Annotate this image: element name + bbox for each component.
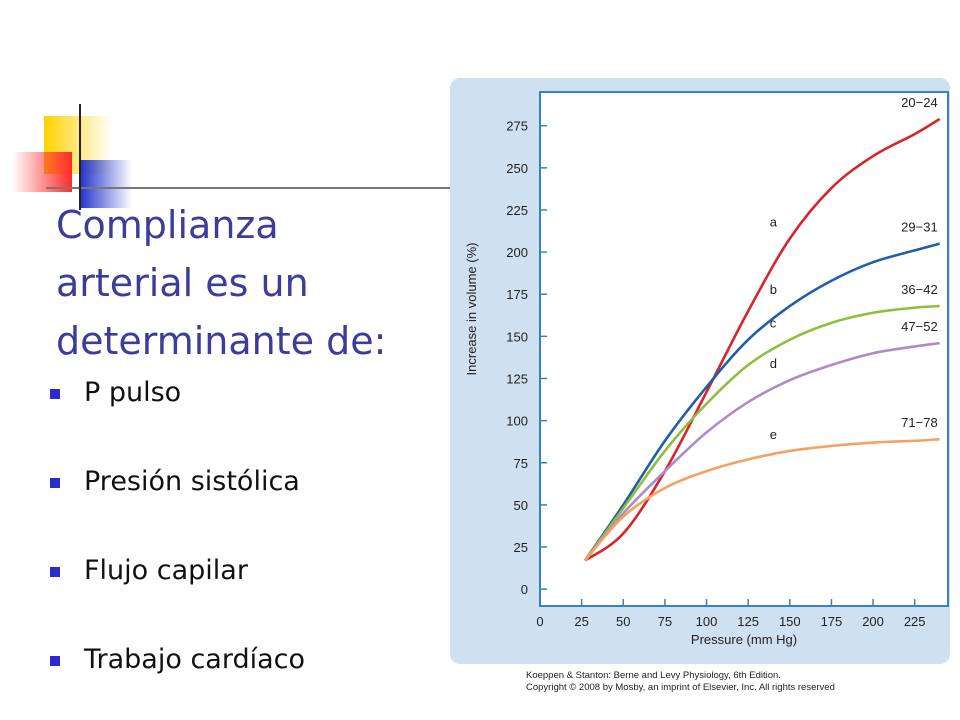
y-tick-label: 225: [506, 203, 528, 218]
x-tick-label: 25: [574, 614, 588, 629]
bullet: [50, 389, 60, 399]
bullet-text: P pulso: [84, 377, 181, 408]
series-line: [583, 304, 940, 562]
x-tick-label: 225: [904, 614, 926, 629]
credit: Koeppen & Stanton: Berne and Levy Physio…: [526, 670, 781, 681]
bullet-text: Trabajo cardíaco: [83, 644, 305, 675]
y-tick-label: 250: [506, 161, 528, 176]
x-tick-label: 125: [737, 614, 759, 629]
y-tick-label: 175: [506, 287, 528, 302]
y-tick-label: 150: [506, 329, 528, 344]
y-tick-label: 275: [506, 119, 528, 134]
x-tick-label: 100: [696, 614, 718, 629]
x-tick-label: 50: [616, 614, 630, 629]
credit: Copyright © 2008 by Mosby, an imprint of…: [526, 682, 835, 693]
y-tick-label: 100: [506, 414, 528, 429]
y-tick-label: 25: [514, 540, 528, 555]
x-tick-label: 150: [779, 614, 801, 629]
y-axis-label: Increase in volume (%): [464, 243, 479, 376]
y-tick-label: 200: [506, 245, 528, 260]
y-tick-label: 50: [514, 498, 528, 513]
x-axis-label: Pressure (mm Hg): [691, 632, 797, 647]
series-name: e: [770, 427, 777, 442]
slide-title: determinante de:: [56, 319, 386, 363]
series-name: d: [770, 356, 777, 371]
slide-title: Complianza: [56, 203, 279, 247]
series-range-label: 36−42: [901, 282, 938, 297]
series-range-label: 71−78: [901, 415, 938, 430]
bullet-text: Flujo capilar: [84, 555, 249, 586]
bullet: [50, 656, 60, 666]
slide-title: arterial es un: [56, 261, 309, 305]
series-name: a: [770, 215, 778, 230]
x-tick-label: 200: [862, 614, 884, 629]
series-name: c: [770, 316, 777, 331]
series-range-label: 47−52: [901, 319, 938, 334]
y-tick-label: 125: [506, 371, 528, 386]
series-name: b: [770, 282, 777, 297]
series-range-label: 20−24: [901, 95, 938, 110]
series-line: [583, 341, 940, 562]
series-line: [583, 437, 940, 562]
bullet: [50, 567, 60, 577]
plot-area: [539, 91, 949, 607]
series-range-label: 29−31: [901, 220, 938, 235]
bullet-text: Presión sistólica: [84, 466, 300, 497]
x-tick-label: 175: [821, 614, 843, 629]
y-tick-label: 75: [514, 456, 528, 471]
decoration: [12, 104, 460, 210]
x-tick-label: 0: [536, 614, 543, 629]
series-line: [583, 242, 941, 562]
y-tick-label: 0: [521, 582, 528, 597]
bullet: [50, 478, 60, 488]
x-tick-label: 75: [658, 614, 672, 629]
